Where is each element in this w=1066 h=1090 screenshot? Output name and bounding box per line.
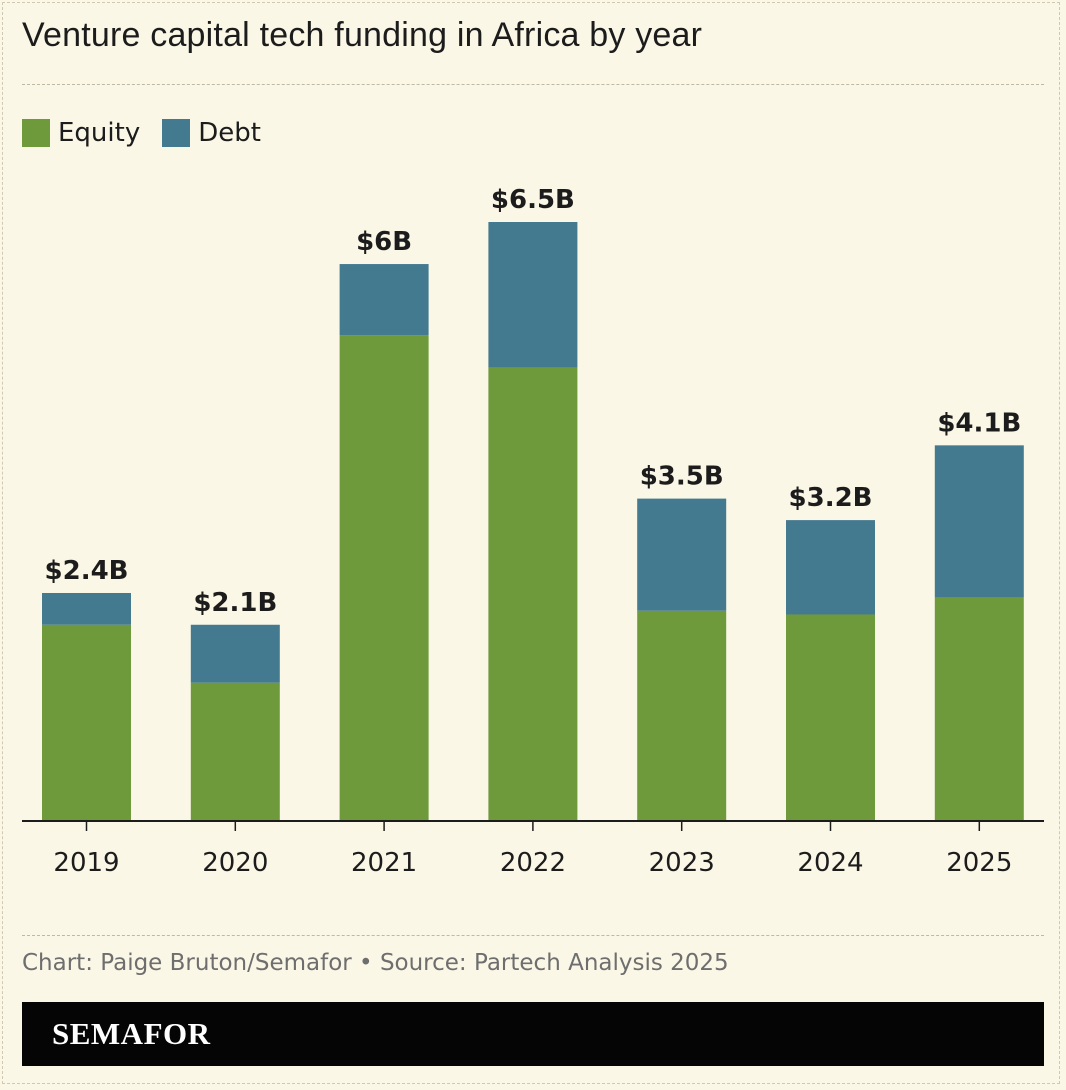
bar-equity-2024 <box>786 614 875 821</box>
bar-equity-2023 <box>637 610 727 821</box>
bar-equity-2020 <box>190 682 280 821</box>
x-tick-label-2020: 2020 <box>202 848 268 878</box>
bar-debt-2023 <box>637 498 727 611</box>
footer-divider <box>22 935 1044 936</box>
brand-bar: SEMAFOR <box>22 1002 1044 1066</box>
total-label-2019: $2.4B <box>45 556 129 586</box>
bar-debt-2019 <box>42 592 131 625</box>
bar-debt-2024 <box>786 520 875 615</box>
x-tick-label-2022: 2022 <box>500 848 566 878</box>
total-label-2025: $4.1B <box>937 408 1021 438</box>
total-label-2024: $3.2B <box>789 483 873 513</box>
bar-equity-2022 <box>488 367 578 821</box>
chart-credit: Chart: Paige Bruton/Semafor • Source: Pa… <box>22 950 729 976</box>
bar-debt-2022 <box>488 222 578 368</box>
chart-title: Venture capital tech funding in Africa b… <box>22 16 703 54</box>
bar-equity-2019 <box>42 624 131 821</box>
title-divider <box>22 84 1044 85</box>
legend-swatch-debt <box>162 119 191 147</box>
bar-equity-2021 <box>339 335 429 821</box>
bar-debt-2025 <box>934 445 1024 598</box>
total-label-2021: $6B <box>356 227 412 257</box>
legend-swatch-equity <box>22 119 50 147</box>
bar-debt-2020 <box>190 624 280 683</box>
x-tick-label-2024: 2024 <box>797 848 863 878</box>
total-label-2020: $2.1B <box>193 588 277 618</box>
legend: Equity Debt <box>22 118 283 148</box>
x-tick-label-2021: 2021 <box>351 848 417 878</box>
x-tick-label-2025: 2025 <box>946 848 1012 878</box>
total-label-2022: $6.5B <box>491 185 575 215</box>
bar-debt-2021 <box>339 264 429 336</box>
x-tick-label-2019: 2019 <box>53 848 119 878</box>
semafor-logo: SEMAFOR <box>52 1016 211 1051</box>
legend-item-equity: Equity <box>22 118 140 148</box>
legend-item-debt: Debt <box>162 118 261 148</box>
legend-label-equity: Equity <box>58 118 141 148</box>
total-label-2023: $3.5B <box>640 462 724 492</box>
stacked-bar-chart: $2.4B 2019 $2.1B 2020 $6B 2021 $6.5B 2022 $3.5B 2… <box>22 185 1044 878</box>
legend-label-debt: Debt <box>198 118 261 148</box>
bar-equity-2025 <box>934 597 1024 821</box>
x-tick-label-2023: 2023 <box>649 848 715 878</box>
